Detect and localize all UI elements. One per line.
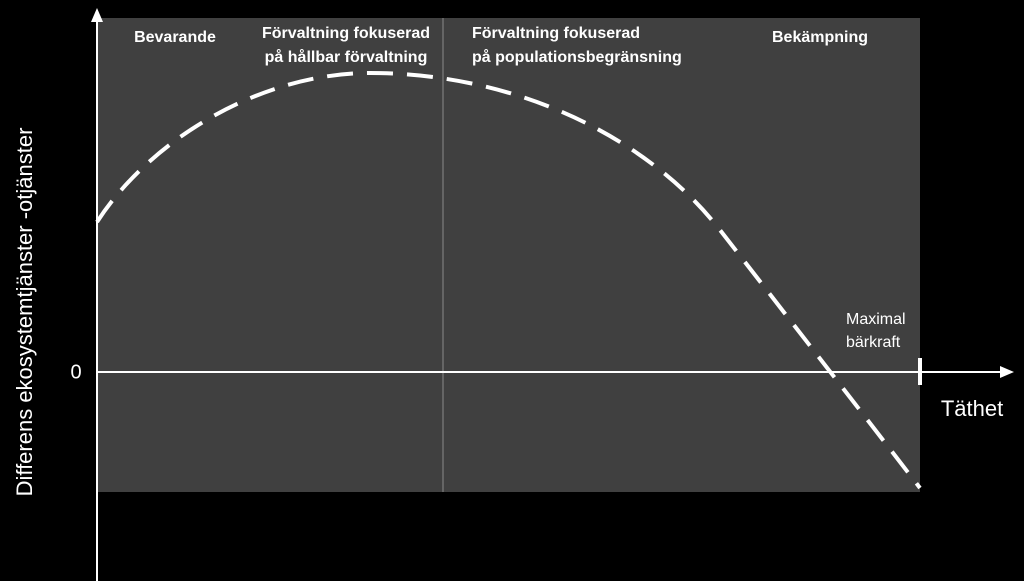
- y-axis-label: Differens ekosystemtjänster -otjänster: [12, 128, 37, 497]
- zone-label: Förvaltning fokuserad: [472, 25, 640, 42]
- zone-label: Bekämpning: [772, 29, 868, 46]
- zone-label: på hållbar förvaltning: [265, 48, 428, 66]
- x-axis-arrow: [1000, 366, 1014, 378]
- y-axis-arrow: [91, 8, 103, 22]
- annotation: bärkraft: [846, 334, 901, 351]
- zone-label: på populationsbegränsning: [472, 48, 682, 66]
- zone-label: Bevarande: [134, 29, 216, 46]
- zone-label: Förvaltning fokuserad: [262, 25, 430, 42]
- zero-label: 0: [70, 361, 81, 383]
- x-axis-label: Täthet: [941, 396, 1003, 421]
- plot-area: [97, 18, 920, 492]
- curve: [95, 70, 922, 490]
- annotation: Maximal: [846, 311, 906, 328]
